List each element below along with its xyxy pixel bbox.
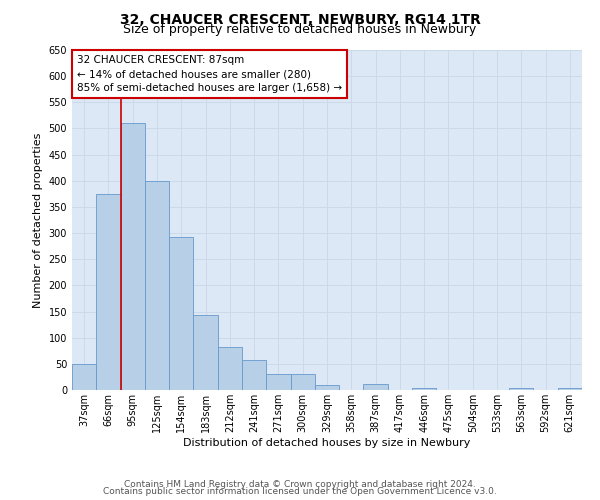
Text: Contains HM Land Registry data © Crown copyright and database right 2024.: Contains HM Land Registry data © Crown c… <box>124 480 476 489</box>
Bar <box>315 386 339 390</box>
Bar <box>242 360 266 390</box>
Bar <box>266 374 290 390</box>
Y-axis label: Number of detached properties: Number of detached properties <box>33 132 43 308</box>
Bar <box>558 388 582 390</box>
X-axis label: Distribution of detached houses by size in Newbury: Distribution of detached houses by size … <box>184 438 470 448</box>
Bar <box>193 315 218 390</box>
Bar <box>509 388 533 390</box>
Text: 32 CHAUCER CRESCENT: 87sqm
← 14% of detached houses are smaller (280)
85% of sem: 32 CHAUCER CRESCENT: 87sqm ← 14% of deta… <box>77 55 342 93</box>
Bar <box>121 123 145 390</box>
Bar <box>218 347 242 390</box>
Text: Contains public sector information licensed under the Open Government Licence v3: Contains public sector information licen… <box>103 487 497 496</box>
Bar <box>169 236 193 390</box>
Text: Size of property relative to detached houses in Newbury: Size of property relative to detached ho… <box>124 22 476 36</box>
Text: 32, CHAUCER CRESCENT, NEWBURY, RG14 1TR: 32, CHAUCER CRESCENT, NEWBURY, RG14 1TR <box>119 12 481 26</box>
Bar <box>72 364 96 390</box>
Bar <box>145 181 169 390</box>
Bar <box>290 374 315 390</box>
Bar <box>364 384 388 390</box>
Bar <box>412 388 436 390</box>
Bar <box>96 194 121 390</box>
